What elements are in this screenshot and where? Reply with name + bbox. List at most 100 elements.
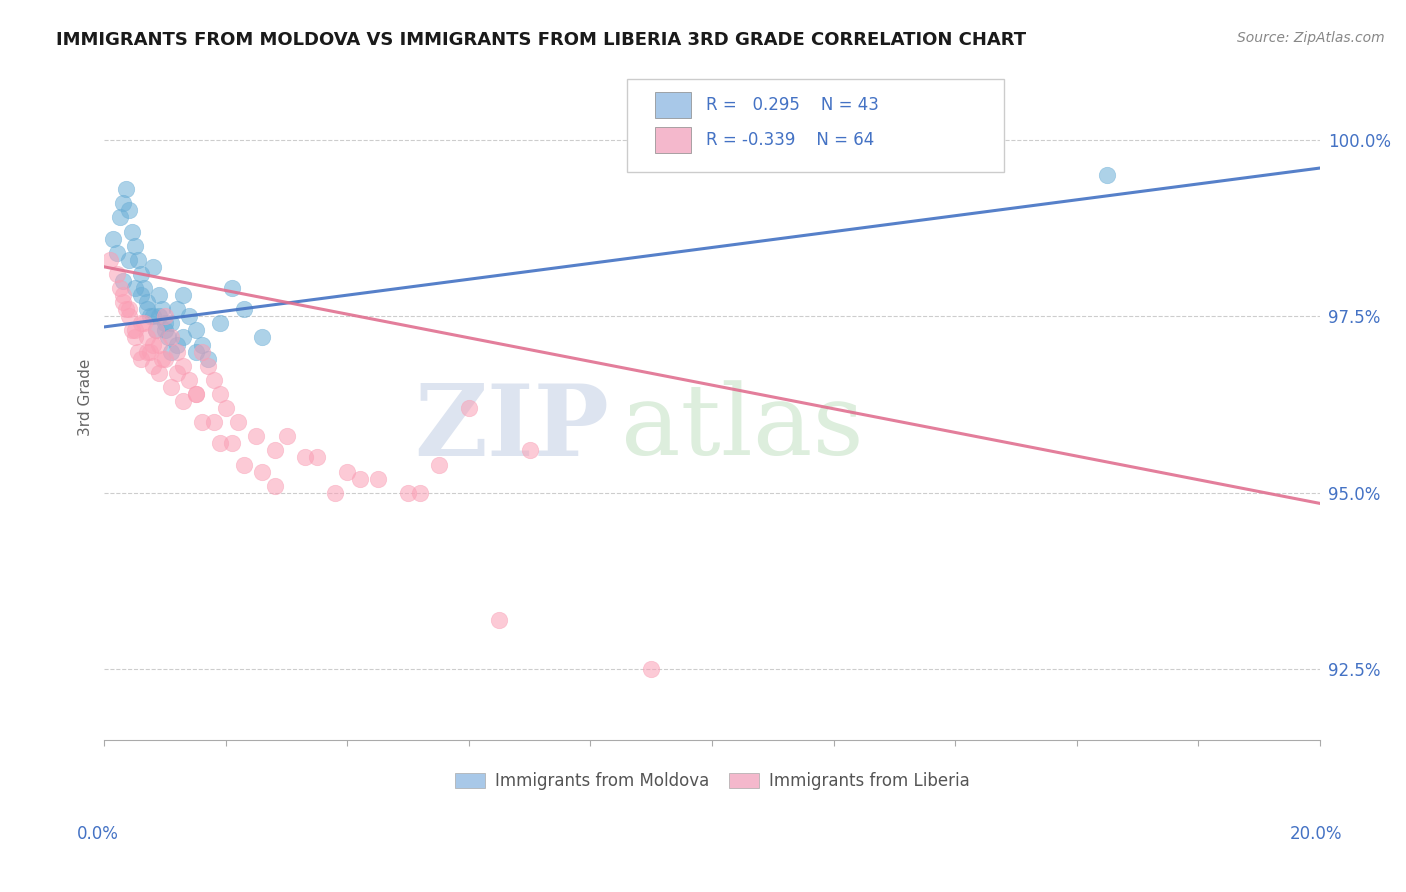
Point <box>172 394 194 409</box>
Point <box>197 359 219 373</box>
Point <box>488 613 510 627</box>
Text: R = -0.339    N = 64: R = -0.339 N = 64 <box>706 131 875 149</box>
Point <box>139 344 162 359</box>
Point <box>409 485 432 500</box>
Point <box>100 252 122 267</box>
Text: 20.0%: 20.0% <box>1291 825 1343 843</box>
Point <box>252 465 274 479</box>
Point <box>129 267 152 281</box>
Point <box>263 443 285 458</box>
Text: Source: ZipAtlas.com: Source: ZipAtlas.com <box>1237 31 1385 45</box>
Point <box>160 344 183 359</box>
Point <box>129 288 152 302</box>
Point <box>108 281 131 295</box>
Point <box>202 415 225 429</box>
Point <box>166 337 188 351</box>
Text: atlas: atlas <box>621 380 863 476</box>
Point <box>105 245 128 260</box>
Point <box>148 288 170 302</box>
Point <box>153 310 176 324</box>
Point <box>129 317 152 331</box>
Point <box>103 232 125 246</box>
Point <box>202 373 225 387</box>
Point <box>221 281 243 295</box>
Point <box>226 415 249 429</box>
Bar <box>655 92 692 118</box>
Point <box>233 458 256 472</box>
Point <box>153 323 176 337</box>
Point <box>118 252 141 267</box>
Point <box>135 330 157 344</box>
Text: R =   0.295    N = 43: R = 0.295 N = 43 <box>706 96 879 114</box>
Text: IMMIGRANTS FROM MOLDOVA VS IMMIGRANTS FROM LIBERIA 3RD GRADE CORRELATION CHART: IMMIGRANTS FROM MOLDOVA VS IMMIGRANTS FR… <box>56 31 1026 49</box>
Point <box>142 337 165 351</box>
Point <box>148 337 170 351</box>
Point <box>166 302 188 317</box>
Point <box>349 472 371 486</box>
Point <box>245 429 267 443</box>
Point <box>172 288 194 302</box>
Point <box>323 485 346 500</box>
Point <box>160 317 183 331</box>
Point <box>184 387 207 401</box>
Point <box>148 310 170 324</box>
Legend: Immigrants from Moldova, Immigrants from Liberia: Immigrants from Moldova, Immigrants from… <box>449 765 976 797</box>
Point <box>105 267 128 281</box>
Point <box>108 211 131 225</box>
Point <box>208 436 231 450</box>
Point <box>1095 168 1118 182</box>
Point <box>263 479 285 493</box>
Point <box>458 401 481 415</box>
Point <box>157 330 180 344</box>
Point <box>166 366 188 380</box>
Point <box>124 330 146 344</box>
Point <box>150 351 173 366</box>
Point <box>135 295 157 310</box>
Point <box>233 302 256 317</box>
Point <box>336 465 359 479</box>
Point <box>197 351 219 366</box>
Point <box>519 443 541 458</box>
Point <box>208 387 231 401</box>
Point <box>145 323 167 337</box>
Point <box>124 281 146 295</box>
Point <box>127 252 149 267</box>
Point <box>111 274 134 288</box>
Point <box>132 317 155 331</box>
Point <box>221 436 243 450</box>
Point <box>172 359 194 373</box>
Point <box>208 317 231 331</box>
Point <box>367 472 389 486</box>
Point <box>184 344 207 359</box>
Point <box>142 260 165 274</box>
Point <box>111 295 134 310</box>
FancyBboxPatch shape <box>627 79 1004 171</box>
Point <box>160 380 183 394</box>
Text: ZIP: ZIP <box>413 380 609 477</box>
Point <box>132 281 155 295</box>
Point <box>118 310 141 324</box>
Point <box>166 344 188 359</box>
Point <box>142 359 165 373</box>
Y-axis label: 3rd Grade: 3rd Grade <box>79 359 93 436</box>
Point <box>190 415 212 429</box>
Point <box>118 302 141 317</box>
Point <box>135 302 157 317</box>
Point <box>111 196 134 211</box>
Point <box>307 450 329 465</box>
Point <box>396 485 419 500</box>
Point <box>276 429 298 443</box>
Text: 0.0%: 0.0% <box>77 825 120 843</box>
Point <box>118 203 141 218</box>
Point <box>135 344 157 359</box>
Point <box>640 662 662 676</box>
Bar <box>655 127 692 153</box>
Point <box>145 323 167 337</box>
Point <box>124 323 146 337</box>
Point <box>114 182 136 196</box>
Point <box>114 302 136 317</box>
Point <box>190 337 212 351</box>
Point <box>153 317 176 331</box>
Point <box>111 288 134 302</box>
Point <box>179 310 201 324</box>
